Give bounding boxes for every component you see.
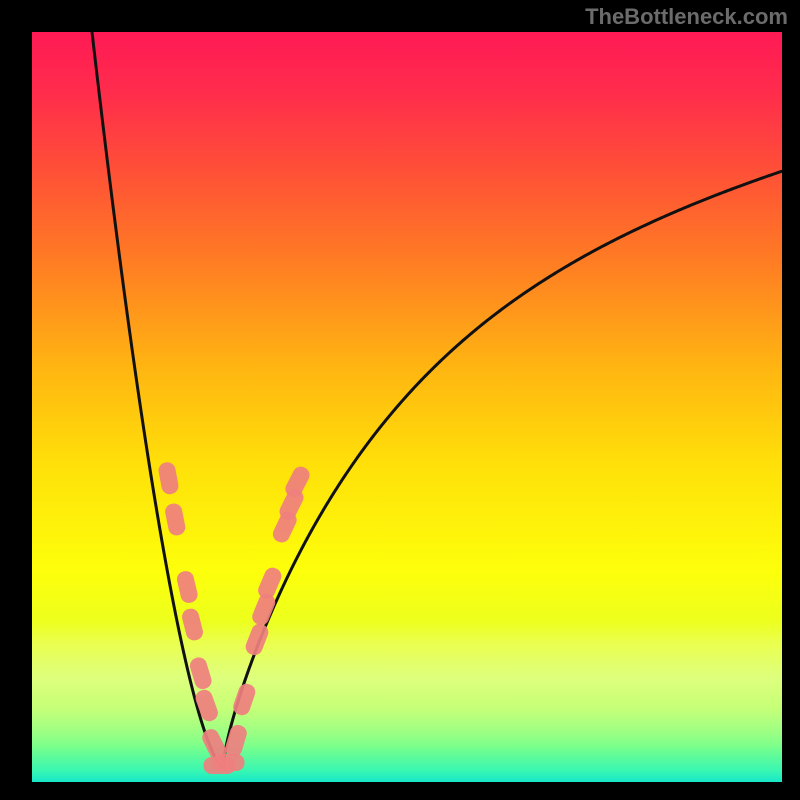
watermark-text: TheBottleneck.com xyxy=(585,4,788,30)
chart-svg xyxy=(32,32,782,782)
highlight-band xyxy=(32,621,782,749)
plot-area xyxy=(32,32,782,782)
curve-marker xyxy=(213,754,245,771)
figure-root: TheBottleneck.com xyxy=(0,0,800,800)
